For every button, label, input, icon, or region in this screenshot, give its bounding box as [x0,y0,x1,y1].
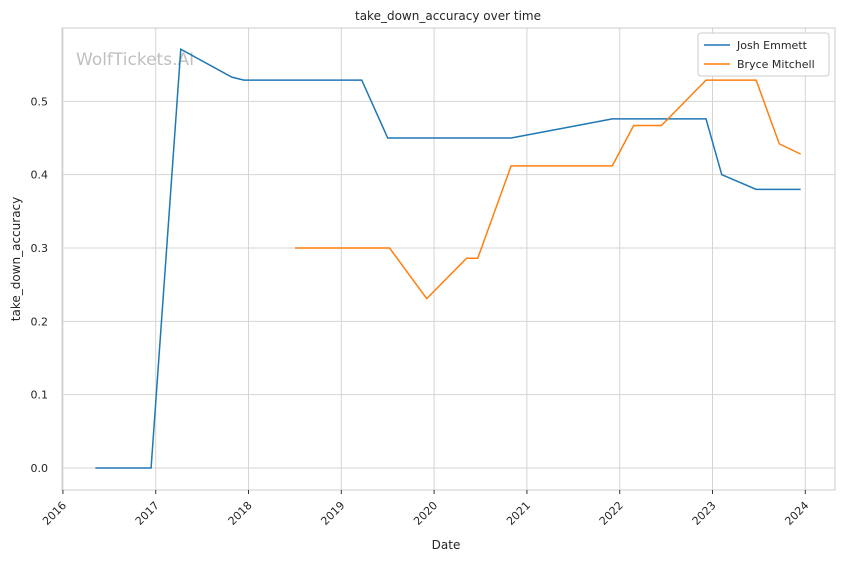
y-tick-label: 0.4 [31,169,49,182]
legend-label: Josh Emmett [736,39,808,52]
y-tick-label: 0.2 [31,315,49,328]
chart-title: take_down_accuracy over time [355,9,541,23]
series-line-bryce-mitchell [294,79,801,300]
x-axis-label: Date [432,538,461,552]
watermark: WolfTickets.AI [76,50,194,70]
y-tick-label: 0.1 [31,389,49,402]
y-axis-label: take_down_accuracy [9,197,23,321]
legend-box [697,32,830,77]
y-tick-label: 0.0 [31,462,49,475]
legend-label: Bryce Mitchell [737,58,815,71]
y-tick-label: 0.5 [31,95,49,108]
legend: Josh Emmett Bryce Mitchell [697,32,830,77]
y-tick-label: 0.3 [31,242,49,255]
series-line-josh-emmett [95,48,801,469]
